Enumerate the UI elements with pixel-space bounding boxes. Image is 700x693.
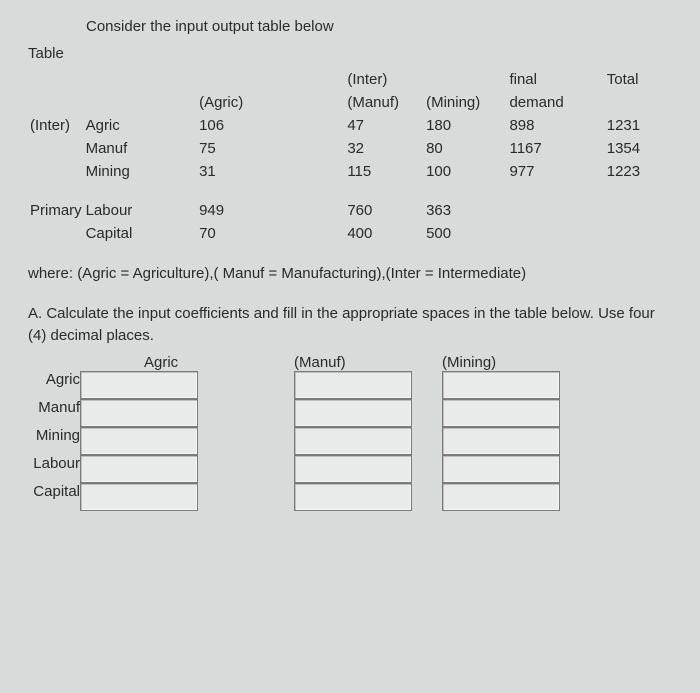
col-header: (Mining) [424, 91, 507, 114]
coef-input-capital-manuf[interactable] [294, 483, 412, 511]
coef-row-label: Manuf [28, 399, 80, 427]
col-header: (Manuf) [345, 91, 424, 114]
cell: 1167 [507, 137, 604, 160]
coef-col-header: Agric [80, 354, 294, 371]
coef-input-labour-mining[interactable] [442, 455, 560, 483]
col-header: Total [605, 68, 672, 91]
cell: 115 [345, 160, 424, 183]
coef-row: Manuf [28, 399, 582, 427]
part-a-prompt: A. Calculate the input coefficients and … [28, 303, 672, 347]
cell: 70 [197, 222, 311, 245]
coef-input-mining-manuf[interactable] [294, 427, 412, 455]
cell: 977 [507, 160, 604, 183]
row-label: Capital [84, 222, 198, 245]
coef-input-agric-agric[interactable] [80, 371, 198, 399]
row-label: Labour [84, 199, 198, 222]
row-label: Agric [84, 114, 198, 137]
cell: 100 [424, 160, 507, 183]
cell: 400 [345, 222, 424, 245]
coef-col-header: (Manuf) [294, 354, 442, 371]
coef-row: Mining [28, 427, 582, 455]
coef-input-mining-mining[interactable] [442, 427, 560, 455]
coef-input-manuf-mining[interactable] [442, 399, 560, 427]
row-label: Mining [84, 160, 198, 183]
coef-input-labour-manuf[interactable] [294, 455, 412, 483]
cell: 75 [197, 137, 311, 160]
coef-row-label: Labour [28, 455, 80, 483]
cell: 47 [345, 114, 424, 137]
coef-row: Agric [28, 371, 582, 399]
io-row: Manuf 75 32 80 1167 1354 [28, 137, 672, 160]
cell: 898 [507, 114, 604, 137]
cell: 106 [197, 114, 311, 137]
coef-input-mining-agric[interactable] [80, 427, 198, 455]
coef-row-label: Agric [28, 371, 80, 399]
coef-header-row: Agric (Manuf) (Mining) [28, 354, 582, 371]
coef-row: Labour [28, 455, 582, 483]
io-row: Mining 31 115 100 977 1223 [28, 160, 672, 183]
cell: 180 [424, 114, 507, 137]
cell: 31 [197, 160, 311, 183]
coef-row-label: Capital [28, 483, 80, 511]
prompt-title: Consider the input output table below [86, 18, 672, 35]
side-label: (Inter) [28, 114, 84, 137]
col-header: (Agric) [197, 91, 311, 114]
cell: 80 [424, 137, 507, 160]
cell: 1223 [605, 160, 672, 183]
io-table: (Inter) final Total (Agric) (Manuf) (Min… [28, 68, 672, 245]
col-header: demand [507, 91, 604, 114]
coef-row-label: Mining [28, 427, 80, 455]
cell: 1354 [605, 137, 672, 160]
coef-input-manuf-manuf[interactable] [294, 399, 412, 427]
col-header: (Inter) [345, 68, 424, 91]
coef-input-agric-manuf[interactable] [294, 371, 412, 399]
coef-col-header: (Mining) [442, 354, 582, 371]
io-row-primary: Capital 70 400 500 [28, 222, 672, 245]
legend-note: where: (Agric = Agriculture),( Manuf = M… [28, 263, 672, 285]
io-row-primary: Primary Labour 949 760 363 [28, 199, 672, 222]
cell: 363 [424, 199, 507, 222]
coef-input-labour-agric[interactable] [80, 455, 198, 483]
row-label: Manuf [84, 137, 198, 160]
coef-input-manuf-agric[interactable] [80, 399, 198, 427]
io-header-row-2: (Agric) (Manuf) (Mining) demand [28, 91, 672, 114]
cell: 1231 [605, 114, 672, 137]
io-row: (Inter) Agric 106 47 180 898 1231 [28, 114, 672, 137]
coef-input-capital-mining[interactable] [442, 483, 560, 511]
cell: 500 [424, 222, 507, 245]
coef-row: Capital [28, 483, 582, 511]
coef-input-capital-agric[interactable] [80, 483, 198, 511]
coef-table: Agric (Manuf) (Mining) Agric Manuf Minin… [28, 354, 672, 511]
cell: 760 [345, 199, 424, 222]
coef-input-agric-mining[interactable] [442, 371, 560, 399]
cell: 949 [197, 199, 311, 222]
table-label: Table [28, 45, 672, 62]
cell: 32 [345, 137, 424, 160]
io-header-row-1: (Inter) final Total [28, 68, 672, 91]
col-header: final [507, 68, 604, 91]
side-label: Primary [28, 199, 84, 222]
